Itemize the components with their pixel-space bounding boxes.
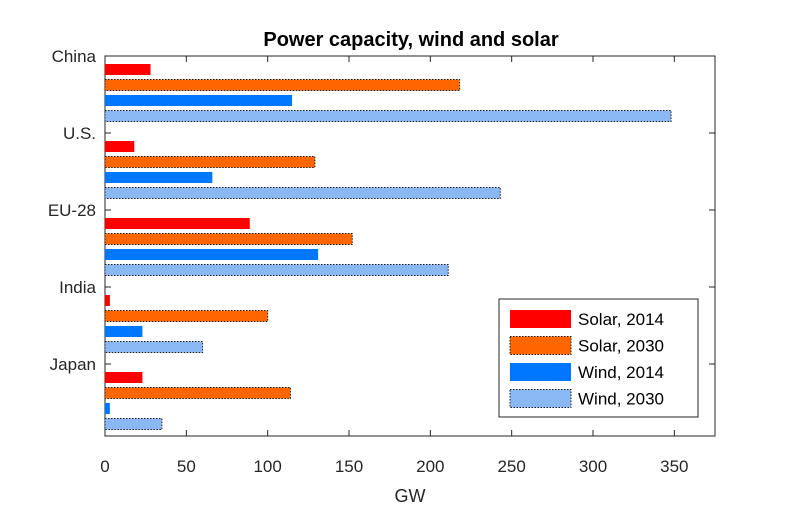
bar-japan-solar-2030	[104, 387, 291, 399]
bar-china-solar-2014	[105, 64, 151, 75]
bar-eu-28-solar-2014	[105, 218, 250, 229]
x-axis-label: GW	[395, 486, 426, 506]
bar-china-wind-2014	[105, 95, 293, 106]
y-tick-label: Japan	[50, 355, 96, 374]
bar-china-solar-2030	[104, 79, 461, 91]
y-axis: China U.S. EU-28 India Japan	[48, 47, 715, 374]
bar-japan-solar-2014	[105, 372, 143, 383]
legend-label: Wind, 2030	[578, 390, 664, 409]
y-tick-label: China	[52, 47, 97, 66]
legend-swatch	[509, 336, 572, 355]
bar-eu-28-solar-2030	[104, 233, 353, 245]
x-tick-label: 300	[579, 457, 607, 476]
bar-eu-28-wind-2014	[105, 249, 319, 260]
y-tick-label: U.S.	[63, 124, 96, 143]
legend-swatch	[509, 389, 572, 408]
legend-label: Solar, 2014	[578, 310, 664, 329]
bar-india-wind-2014	[105, 326, 143, 337]
x-tick-label: 250	[497, 457, 525, 476]
legend-label: Wind, 2014	[578, 363, 664, 382]
x-tick-label: 100	[253, 457, 281, 476]
legend: Solar, 2014 Solar, 2030 Wind, 2014 Wind, 20…	[498, 298, 699, 418]
bar-eu-28-wind-2030	[104, 264, 449, 276]
x-tick-label: 200	[416, 457, 444, 476]
bar-india-solar-2014	[105, 295, 110, 306]
x-tick-label: 0	[100, 457, 109, 476]
x-tick-label: 50	[177, 457, 196, 476]
x-tick-label: 150	[335, 457, 363, 476]
bar-japan-wind-2014	[105, 403, 110, 414]
bar-china-wind-2030	[104, 110, 672, 122]
x-tick-label: 350	[660, 457, 688, 476]
x-axis: 0 50 100 150 200 250 300 350	[100, 56, 689, 476]
bar-india-solar-2030	[104, 310, 269, 322]
legend-label: Solar, 2030	[578, 337, 664, 356]
legend-swatch	[510, 310, 571, 328]
bar-india-wind-2030	[104, 341, 204, 353]
bar-u-s-wind-2030	[104, 187, 501, 199]
legend-swatch	[510, 363, 571, 381]
bars-group	[104, 64, 672, 430]
chart-title: Power capacity, wind and solar	[263, 29, 558, 51]
bar-u-s-solar-2014	[105, 141, 135, 152]
y-tick-label: EU-28	[48, 201, 96, 220]
bar-u-s-wind-2014	[105, 172, 213, 183]
y-tick-label: India	[59, 278, 96, 297]
bar-japan-wind-2030	[104, 418, 163, 430]
bar-u-s-solar-2030	[104, 156, 316, 168]
